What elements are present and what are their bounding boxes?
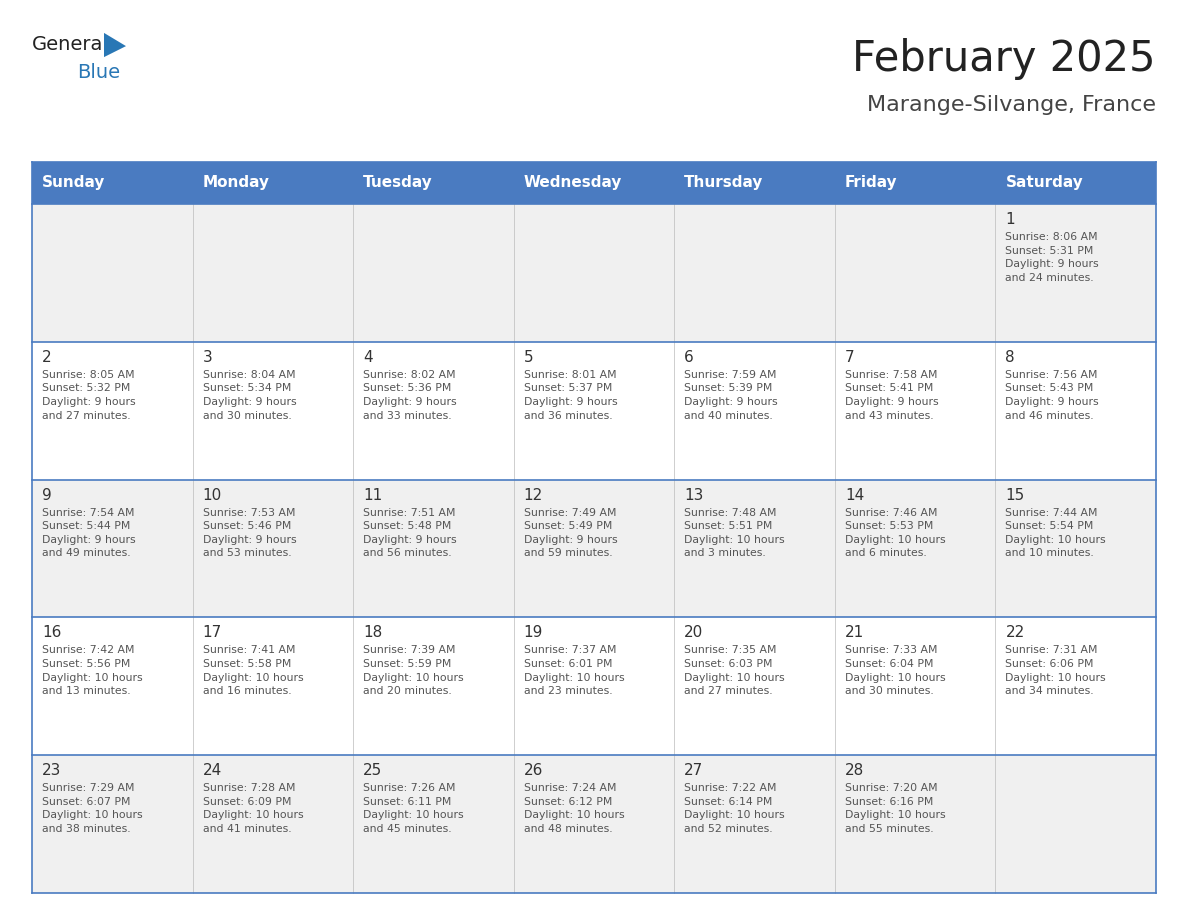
Text: Sunrise: 7:44 AM
Sunset: 5:54 PM
Daylight: 10 hours
and 10 minutes.: Sunrise: 7:44 AM Sunset: 5:54 PM Dayligh… bbox=[1005, 508, 1106, 558]
Text: Sunrise: 7:37 AM
Sunset: 6:01 PM
Daylight: 10 hours
and 23 minutes.: Sunrise: 7:37 AM Sunset: 6:01 PM Dayligh… bbox=[524, 645, 625, 696]
Text: 17: 17 bbox=[203, 625, 222, 641]
Text: 27: 27 bbox=[684, 763, 703, 778]
Text: 5: 5 bbox=[524, 350, 533, 364]
Text: Friday: Friday bbox=[845, 175, 897, 191]
Text: 16: 16 bbox=[42, 625, 62, 641]
Text: 22: 22 bbox=[1005, 625, 1025, 641]
Text: 2: 2 bbox=[42, 350, 51, 364]
Text: 28: 28 bbox=[845, 763, 864, 778]
Text: Sunrise: 7:42 AM
Sunset: 5:56 PM
Daylight: 10 hours
and 13 minutes.: Sunrise: 7:42 AM Sunset: 5:56 PM Dayligh… bbox=[42, 645, 143, 696]
Text: Sunrise: 7:58 AM
Sunset: 5:41 PM
Daylight: 9 hours
and 43 minutes.: Sunrise: 7:58 AM Sunset: 5:41 PM Dayligh… bbox=[845, 370, 939, 420]
Polygon shape bbox=[105, 33, 126, 57]
Text: 23: 23 bbox=[42, 763, 62, 778]
Bar bbox=[32, 756, 1156, 893]
Text: 15: 15 bbox=[1005, 487, 1025, 502]
Text: Sunrise: 7:29 AM
Sunset: 6:07 PM
Daylight: 10 hours
and 38 minutes.: Sunrise: 7:29 AM Sunset: 6:07 PM Dayligh… bbox=[42, 783, 143, 834]
Text: 11: 11 bbox=[364, 487, 383, 502]
Text: Sunrise: 7:26 AM
Sunset: 6:11 PM
Daylight: 10 hours
and 45 minutes.: Sunrise: 7:26 AM Sunset: 6:11 PM Dayligh… bbox=[364, 783, 463, 834]
Text: 3: 3 bbox=[203, 350, 213, 364]
Text: Sunrise: 7:46 AM
Sunset: 5:53 PM
Daylight: 10 hours
and 6 minutes.: Sunrise: 7:46 AM Sunset: 5:53 PM Dayligh… bbox=[845, 508, 946, 558]
Text: Sunday: Sunday bbox=[42, 175, 106, 191]
Text: Sunrise: 7:33 AM
Sunset: 6:04 PM
Daylight: 10 hours
and 30 minutes.: Sunrise: 7:33 AM Sunset: 6:04 PM Dayligh… bbox=[845, 645, 946, 696]
Text: Thursday: Thursday bbox=[684, 175, 764, 191]
Text: 9: 9 bbox=[42, 487, 52, 502]
Text: Monday: Monday bbox=[203, 175, 270, 191]
Text: Sunrise: 7:24 AM
Sunset: 6:12 PM
Daylight: 10 hours
and 48 minutes.: Sunrise: 7:24 AM Sunset: 6:12 PM Dayligh… bbox=[524, 783, 625, 834]
Text: Sunrise: 7:54 AM
Sunset: 5:44 PM
Daylight: 9 hours
and 49 minutes.: Sunrise: 7:54 AM Sunset: 5:44 PM Dayligh… bbox=[42, 508, 135, 558]
Text: 8: 8 bbox=[1005, 350, 1015, 364]
Text: Sunrise: 7:48 AM
Sunset: 5:51 PM
Daylight: 10 hours
and 3 minutes.: Sunrise: 7:48 AM Sunset: 5:51 PM Dayligh… bbox=[684, 508, 785, 558]
Text: 1: 1 bbox=[1005, 212, 1015, 227]
Text: Saturday: Saturday bbox=[1005, 175, 1083, 191]
Text: Sunrise: 7:35 AM
Sunset: 6:03 PM
Daylight: 10 hours
and 27 minutes.: Sunrise: 7:35 AM Sunset: 6:03 PM Dayligh… bbox=[684, 645, 785, 696]
Text: 6: 6 bbox=[684, 350, 694, 364]
Text: 10: 10 bbox=[203, 487, 222, 502]
Text: Wednesday: Wednesday bbox=[524, 175, 623, 191]
Text: 19: 19 bbox=[524, 625, 543, 641]
Text: 25: 25 bbox=[364, 763, 383, 778]
Text: Sunrise: 7:41 AM
Sunset: 5:58 PM
Daylight: 10 hours
and 16 minutes.: Sunrise: 7:41 AM Sunset: 5:58 PM Dayligh… bbox=[203, 645, 303, 696]
Text: Sunrise: 8:06 AM
Sunset: 5:31 PM
Daylight: 9 hours
and 24 minutes.: Sunrise: 8:06 AM Sunset: 5:31 PM Dayligh… bbox=[1005, 232, 1099, 283]
Text: 26: 26 bbox=[524, 763, 543, 778]
Text: February 2025: February 2025 bbox=[853, 38, 1156, 80]
Bar bbox=[32, 479, 1156, 618]
Text: General: General bbox=[32, 36, 109, 54]
Text: 14: 14 bbox=[845, 487, 864, 502]
Text: Tuesday: Tuesday bbox=[364, 175, 432, 191]
Text: 12: 12 bbox=[524, 487, 543, 502]
Text: 13: 13 bbox=[684, 487, 703, 502]
Text: 21: 21 bbox=[845, 625, 864, 641]
Text: Sunrise: 8:05 AM
Sunset: 5:32 PM
Daylight: 9 hours
and 27 minutes.: Sunrise: 8:05 AM Sunset: 5:32 PM Dayligh… bbox=[42, 370, 135, 420]
Text: Sunrise: 7:51 AM
Sunset: 5:48 PM
Daylight: 9 hours
and 56 minutes.: Sunrise: 7:51 AM Sunset: 5:48 PM Dayligh… bbox=[364, 508, 456, 558]
Bar bbox=[32, 618, 1156, 756]
Text: Sunrise: 7:53 AM
Sunset: 5:46 PM
Daylight: 9 hours
and 53 minutes.: Sunrise: 7:53 AM Sunset: 5:46 PM Dayligh… bbox=[203, 508, 296, 558]
Text: 20: 20 bbox=[684, 625, 703, 641]
Text: Sunrise: 8:01 AM
Sunset: 5:37 PM
Daylight: 9 hours
and 36 minutes.: Sunrise: 8:01 AM Sunset: 5:37 PM Dayligh… bbox=[524, 370, 618, 420]
Text: Sunrise: 7:59 AM
Sunset: 5:39 PM
Daylight: 9 hours
and 40 minutes.: Sunrise: 7:59 AM Sunset: 5:39 PM Dayligh… bbox=[684, 370, 778, 420]
Text: Marange-Silvange, France: Marange-Silvange, France bbox=[867, 95, 1156, 115]
Text: Sunrise: 8:04 AM
Sunset: 5:34 PM
Daylight: 9 hours
and 30 minutes.: Sunrise: 8:04 AM Sunset: 5:34 PM Dayligh… bbox=[203, 370, 296, 420]
Text: Sunrise: 7:56 AM
Sunset: 5:43 PM
Daylight: 9 hours
and 46 minutes.: Sunrise: 7:56 AM Sunset: 5:43 PM Dayligh… bbox=[1005, 370, 1099, 420]
Text: Sunrise: 7:20 AM
Sunset: 6:16 PM
Daylight: 10 hours
and 55 minutes.: Sunrise: 7:20 AM Sunset: 6:16 PM Dayligh… bbox=[845, 783, 946, 834]
Bar bbox=[32, 162, 1156, 204]
Text: Sunrise: 7:22 AM
Sunset: 6:14 PM
Daylight: 10 hours
and 52 minutes.: Sunrise: 7:22 AM Sunset: 6:14 PM Dayligh… bbox=[684, 783, 785, 834]
Text: Sunrise: 7:49 AM
Sunset: 5:49 PM
Daylight: 9 hours
and 59 minutes.: Sunrise: 7:49 AM Sunset: 5:49 PM Dayligh… bbox=[524, 508, 618, 558]
Text: Sunrise: 7:39 AM
Sunset: 5:59 PM
Daylight: 10 hours
and 20 minutes.: Sunrise: 7:39 AM Sunset: 5:59 PM Dayligh… bbox=[364, 645, 463, 696]
Text: Blue: Blue bbox=[77, 63, 120, 83]
Text: Sunrise: 7:31 AM
Sunset: 6:06 PM
Daylight: 10 hours
and 34 minutes.: Sunrise: 7:31 AM Sunset: 6:06 PM Dayligh… bbox=[1005, 645, 1106, 696]
Text: 7: 7 bbox=[845, 350, 854, 364]
Text: Sunrise: 8:02 AM
Sunset: 5:36 PM
Daylight: 9 hours
and 33 minutes.: Sunrise: 8:02 AM Sunset: 5:36 PM Dayligh… bbox=[364, 370, 456, 420]
Text: Sunrise: 7:28 AM
Sunset: 6:09 PM
Daylight: 10 hours
and 41 minutes.: Sunrise: 7:28 AM Sunset: 6:09 PM Dayligh… bbox=[203, 783, 303, 834]
Text: 4: 4 bbox=[364, 350, 373, 364]
Text: 18: 18 bbox=[364, 625, 383, 641]
Bar bbox=[32, 204, 1156, 341]
Bar bbox=[32, 341, 1156, 479]
Text: 24: 24 bbox=[203, 763, 222, 778]
